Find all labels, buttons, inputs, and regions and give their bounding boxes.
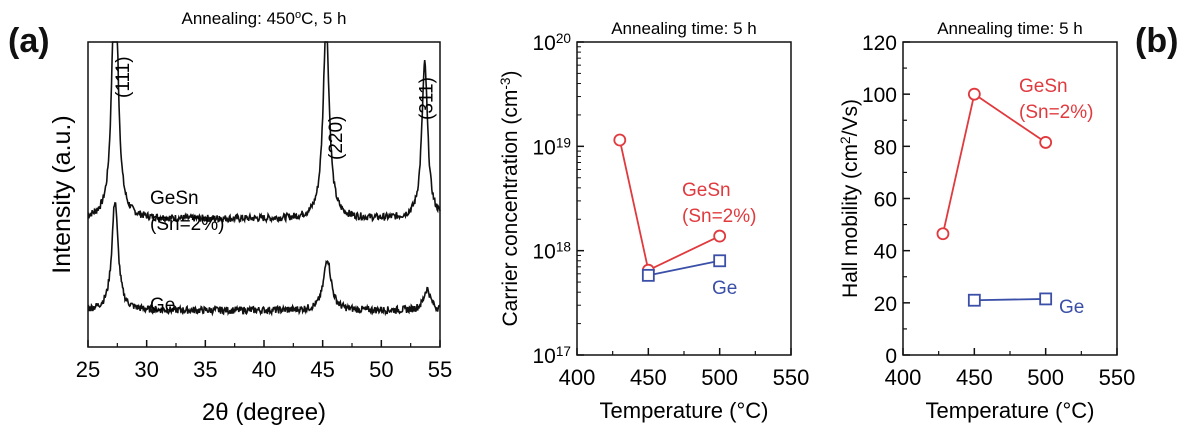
mobility-y-tick-label: 20 bbox=[874, 293, 897, 316]
carrier-x-label: Temperature (°C) bbox=[600, 398, 769, 423]
xrd-x-label: 2θ (degree) bbox=[202, 399, 326, 426]
mobility-y-label: Hall mobility (cm2/Vs) bbox=[838, 99, 863, 298]
mobility-y-tick-label: 60 bbox=[874, 189, 897, 212]
xrd-x-tick-label: 45 bbox=[310, 357, 334, 382]
xrd-x-tick-label: 35 bbox=[193, 357, 217, 382]
carrier-series-label-0-line2: (Sn=2%) bbox=[682, 206, 756, 227]
mobility-chart: Annealing time: 5 h 400 450 500 550 0 20 40 60 80… bbox=[838, 19, 1136, 423]
xrd-series-0 bbox=[87, 41, 441, 225]
xrd-x-tick-label: 55 bbox=[428, 357, 452, 382]
xrd-series-1 bbox=[87, 201, 441, 317]
mobility-series-label-0-line2: (Sn=2%) bbox=[1019, 102, 1093, 123]
carrier-series-label-1: Ge bbox=[712, 278, 737, 299]
mobility-point-circle bbox=[936, 227, 950, 241]
carrier-point-circle bbox=[613, 133, 627, 147]
carrier-title: Annealing time: 5 h bbox=[611, 19, 757, 38]
mobility-x-label: Temperature (°C) bbox=[926, 398, 1095, 423]
carrier-x-tick-label: 400 bbox=[559, 365, 596, 390]
mobility-y-tick-label: 120 bbox=[862, 32, 897, 55]
xrd-chart: Annealing: 450oC, 5 h 25 30 35 40 45 50 55 2θ (d… bbox=[48, 9, 452, 426]
xrd-peak-label: (311) bbox=[417, 77, 438, 120]
carrier-point-square bbox=[641, 268, 655, 282]
carrier-y-tick-label: 1017 bbox=[532, 344, 571, 369]
mobility-point-circle bbox=[967, 87, 981, 101]
carrier-x-tick-label: 550 bbox=[773, 365, 810, 390]
mobility-x-tick-label: 400 bbox=[885, 365, 922, 390]
carrier-x-tick-label: 500 bbox=[701, 365, 738, 390]
xrd-peak-label: (111) bbox=[113, 56, 134, 98]
mobility-title: Annealing time: 5 h bbox=[937, 19, 1083, 38]
carrier-series-line-1 bbox=[648, 259, 720, 277]
xrd-label-gesn-sn: (Sn=2%) bbox=[150, 214, 224, 235]
mobility-point-square bbox=[967, 293, 981, 307]
mobility-series-line-1 bbox=[974, 298, 1046, 302]
xrd-y-label: Intensity (a.u.) bbox=[48, 115, 76, 273]
xrd-label-gesn: GeSn bbox=[150, 188, 199, 209]
mobility-point-square bbox=[1039, 292, 1053, 306]
mobility-point-circle bbox=[1039, 136, 1053, 149]
mobility-x-tick-label: 550 bbox=[1099, 365, 1136, 390]
carrier-chart: Annealing time: 5 h 400 450 500 550 1017 1018 1… bbox=[498, 19, 810, 423]
carrier-y-tick-label: 1019 bbox=[532, 135, 571, 160]
carrier-y-label: Carrier concentration (cm-3) bbox=[498, 70, 523, 326]
mobility-series-label-0: GeSn bbox=[1019, 76, 1068, 97]
xrd-x-tick-label: 50 bbox=[369, 357, 393, 382]
mobility-series-label-1: Ge bbox=[1059, 297, 1084, 318]
carrier-series-label-0: GeSn bbox=[682, 180, 731, 201]
mobility-x-tick-label: 450 bbox=[956, 365, 993, 390]
mobility-y-tick-label: 40 bbox=[874, 241, 897, 264]
mobility-x-tick-label: 500 bbox=[1027, 365, 1064, 390]
carrier-point-circle bbox=[713, 229, 727, 243]
xrd-peak-label: (220) bbox=[326, 116, 347, 160]
xrd-label-ge: Ge bbox=[150, 295, 175, 316]
carrier-point-square bbox=[713, 254, 727, 268]
carrier-y-tick-label: 1018 bbox=[532, 239, 571, 264]
mobility-y-tick-label: 80 bbox=[874, 136, 897, 159]
xrd-frame bbox=[87, 41, 441, 348]
panel-label-b: (b) bbox=[1135, 22, 1179, 60]
mobility-frame bbox=[902, 41, 1118, 356]
carrier-x-tick-label: 450 bbox=[630, 365, 667, 390]
xrd-x-tick-label: 40 bbox=[252, 357, 276, 382]
xrd-x-tick-label: 25 bbox=[76, 357, 100, 382]
xrd-x-tick-label: 30 bbox=[134, 357, 158, 382]
mobility-y-tick-label: 0 bbox=[885, 345, 897, 368]
panel-label-a: (a) bbox=[8, 22, 50, 60]
xrd-title: Annealing: 450oC, 5 h bbox=[182, 9, 347, 28]
mobility-y-tick-label: 100 bbox=[862, 84, 897, 107]
carrier-y-tick-label: 1020 bbox=[532, 31, 571, 56]
